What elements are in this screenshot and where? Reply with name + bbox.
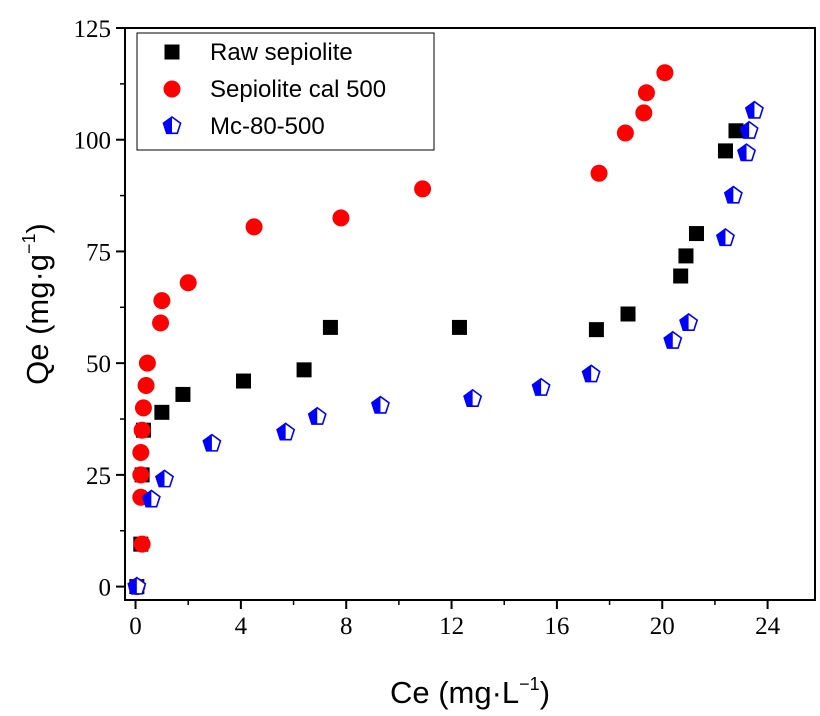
data-point bbox=[673, 268, 689, 284]
legend-marker bbox=[163, 80, 181, 98]
data-point bbox=[202, 433, 222, 452]
data-point bbox=[739, 120, 759, 139]
data-point bbox=[276, 422, 296, 441]
x-axis-title: Ce (mg·L−1) bbox=[390, 674, 550, 710]
x-tick-label: 4 bbox=[235, 613, 248, 640]
data-point bbox=[451, 319, 467, 335]
data-point bbox=[141, 489, 161, 508]
data-point bbox=[236, 373, 252, 389]
x-tick-label: 20 bbox=[650, 613, 675, 640]
data-point bbox=[581, 364, 601, 383]
data-point bbox=[133, 421, 151, 439]
data-point bbox=[663, 330, 683, 349]
data-point bbox=[322, 319, 338, 335]
data-point bbox=[127, 576, 147, 595]
data-point bbox=[137, 377, 155, 394]
x-tick-label: 8 bbox=[340, 613, 353, 640]
legend-marker bbox=[162, 116, 182, 135]
legend-marker bbox=[164, 44, 180, 60]
legend-box bbox=[136, 32, 435, 151]
data-point bbox=[590, 164, 608, 182]
data-point bbox=[688, 226, 704, 242]
data-point bbox=[463, 388, 483, 407]
y-tick-label: 100 bbox=[74, 128, 112, 155]
legend: Raw sepiolite Sepiolite cal 500 Mc-80-500 bbox=[136, 32, 435, 151]
data-point bbox=[175, 386, 191, 402]
data-point bbox=[138, 354, 156, 372]
plot-frame bbox=[124, 27, 816, 601]
data-point bbox=[656, 64, 674, 82]
data-point bbox=[737, 143, 757, 162]
data-points bbox=[127, 64, 764, 596]
x-tick-label: 16 bbox=[544, 613, 569, 640]
data-point bbox=[332, 209, 350, 227]
x-tick-label: 0 bbox=[129, 613, 142, 640]
data-point bbox=[414, 180, 432, 198]
y-tick-label: 75 bbox=[86, 239, 111, 266]
legend-label: Sepiolite cal 500 bbox=[210, 76, 386, 103]
data-point bbox=[728, 123, 744, 139]
data-point bbox=[616, 124, 634, 142]
data-point bbox=[715, 228, 735, 247]
data-point bbox=[154, 404, 170, 420]
data-point bbox=[637, 84, 655, 102]
legend-label: Mc-80-500 bbox=[210, 113, 325, 140]
data-point bbox=[678, 248, 694, 264]
y-tick-label: 0 bbox=[99, 575, 112, 602]
data-point bbox=[179, 274, 197, 292]
data-point bbox=[531, 377, 551, 396]
data-point bbox=[155, 469, 175, 488]
y-tick-label: 125 bbox=[74, 16, 112, 43]
data-point bbox=[134, 399, 152, 417]
y-axis-ticks: 0 25 50 75 100 125 bbox=[74, 16, 125, 602]
data-point bbox=[679, 312, 699, 332]
data-point bbox=[132, 444, 150, 462]
y-tick-label: 50 bbox=[86, 351, 111, 378]
series-0 bbox=[129, 123, 744, 595]
series-1 bbox=[128, 64, 674, 596]
data-point bbox=[132, 466, 150, 484]
data-point bbox=[307, 406, 327, 425]
data-point bbox=[635, 104, 653, 122]
legend-label: Raw sepiolite bbox=[210, 39, 353, 66]
data-point bbox=[588, 322, 604, 338]
data-point bbox=[153, 292, 171, 310]
y-axis-title: Qe (mg·g−1) bbox=[19, 223, 55, 385]
data-point bbox=[744, 100, 764, 119]
data-point bbox=[723, 185, 743, 204]
x-axis-ticks: 0 4 8 12 16 20 24 bbox=[129, 600, 781, 640]
x-tick-label: 24 bbox=[755, 613, 781, 640]
data-point bbox=[717, 143, 733, 159]
data-point bbox=[620, 306, 636, 322]
y-tick-label: 25 bbox=[86, 463, 111, 490]
data-point bbox=[245, 218, 263, 236]
x-tick-label: 12 bbox=[439, 613, 464, 640]
data-point bbox=[152, 314, 170, 332]
series-2 bbox=[127, 100, 764, 595]
data-point bbox=[370, 395, 390, 414]
data-point bbox=[133, 535, 151, 553]
data-point bbox=[296, 362, 312, 378]
